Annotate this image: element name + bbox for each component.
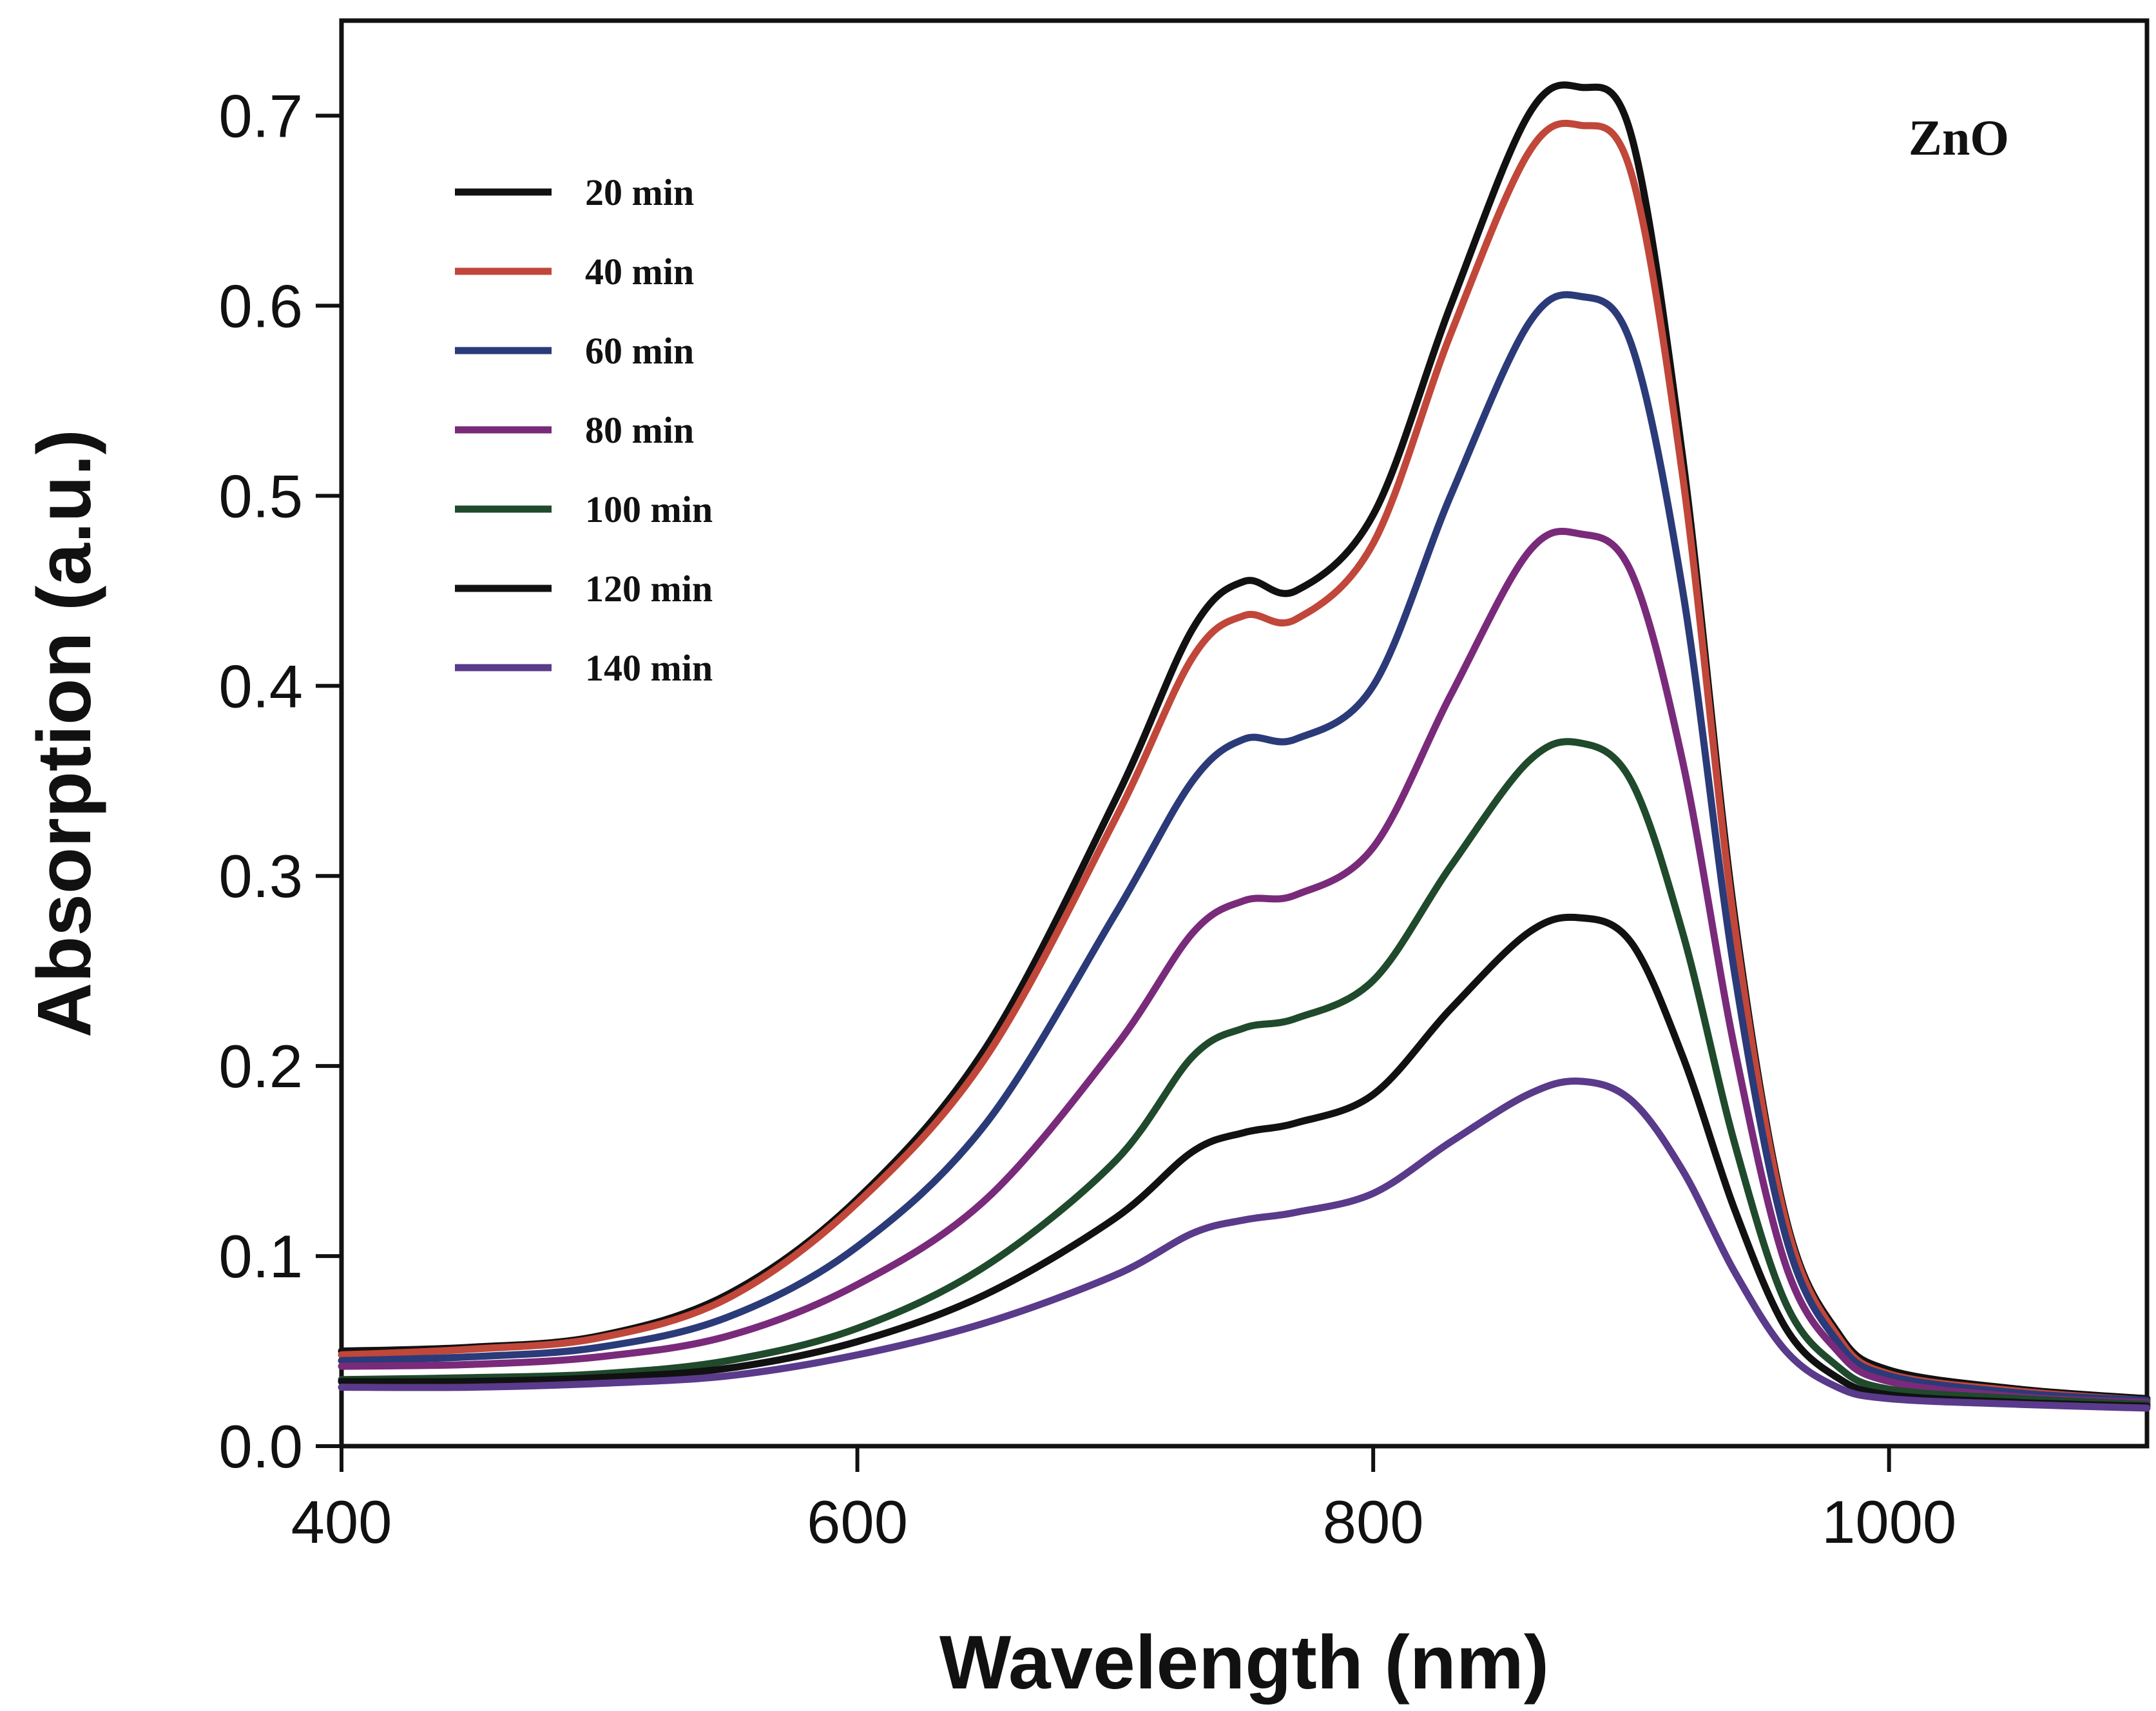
- series-lines: [338, 81, 2151, 1412]
- y-tick-label: 0.3: [218, 842, 303, 910]
- y-tick-label: 0.0: [218, 1413, 303, 1480]
- y-tick-label: 0.1: [218, 1223, 303, 1290]
- y-tick-label: 0.5: [218, 462, 303, 530]
- y-tick-label: 0.4: [218, 652, 303, 720]
- y-axis-ticks: 0.0 0.1 0.2 0.3 0.4 0.5 0.6 0.7: [218, 82, 342, 1480]
- y-tick-label: 0.7: [218, 82, 303, 150]
- legend-label: 100 min: [585, 488, 713, 530]
- series-line: [338, 119, 2151, 1404]
- legend-label: 80 min: [585, 409, 694, 451]
- x-axis-title: Wavelength (nm): [939, 1620, 1549, 1705]
- series-line: [338, 291, 2151, 1404]
- y-tick-label: 0.2: [218, 1032, 303, 1100]
- x-tick-label: 400: [291, 1488, 392, 1556]
- y-tick-label: 0.6: [218, 272, 303, 340]
- legend-label: 140 min: [585, 647, 713, 689]
- legend-label: 20 min: [585, 171, 694, 213]
- x-tick-label: 600: [807, 1488, 908, 1556]
- plot-frame: [339, 18, 2150, 1449]
- legend-label: 120 min: [585, 568, 713, 610]
- legend: 20 min 40 min 60 min 80 min 100 min 120 min 14…: [455, 171, 713, 689]
- series-line: [338, 1078, 2151, 1412]
- x-tick-label: 1000: [1822, 1488, 1956, 1556]
- x-axis-ticks: 400 600 800 1000: [291, 1446, 1956, 1556]
- annotation-label: ZnO: [1909, 110, 2009, 166]
- series-line: [338, 913, 2151, 1410]
- legend-label: 40 min: [585, 251, 694, 293]
- series-line: [338, 527, 2151, 1406]
- x-tick-label: 800: [1323, 1488, 1424, 1556]
- y-axis-title: Absorption (a.u.): [22, 429, 107, 1038]
- legend-label: 60 min: [585, 330, 694, 372]
- series-line: [338, 738, 2151, 1408]
